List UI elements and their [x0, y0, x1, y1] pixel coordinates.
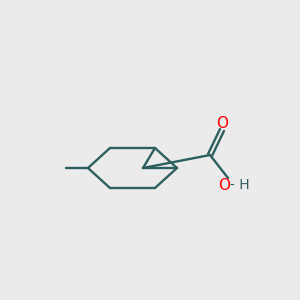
- Text: - H: - H: [230, 178, 250, 192]
- Text: O: O: [218, 178, 230, 193]
- Text: O: O: [216, 116, 228, 130]
